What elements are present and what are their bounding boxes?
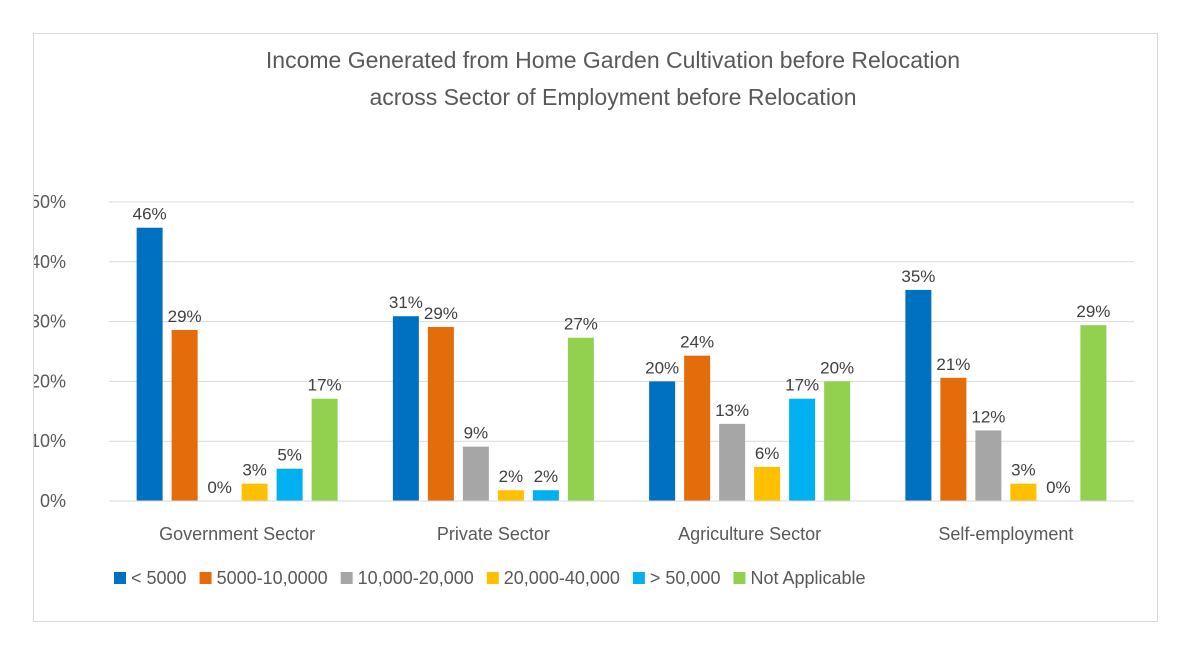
bar	[824, 381, 851, 501]
bar	[392, 316, 419, 501]
bar	[311, 398, 338, 501]
y-axis: 0% 10% 20% 30% 40% 50%	[34, 192, 66, 511]
y-tick-label: 0%	[40, 491, 66, 511]
data-label: 5%	[277, 446, 302, 465]
legend: < 5000 5000-10,0000 10,000-20,000 20,000-40…	[114, 568, 866, 588]
y-tick-label: 30%	[34, 312, 66, 332]
data-label: 21%	[936, 355, 970, 374]
legend-swatch	[486, 572, 499, 584]
bar	[171, 329, 198, 501]
bar	[1080, 325, 1107, 501]
legend-swatch	[733, 572, 746, 584]
bar	[427, 326, 454, 501]
data-label: 29%	[424, 304, 458, 323]
legend-label: 10,000-20,000	[358, 568, 474, 588]
data-label: 20%	[820, 358, 854, 377]
chart: Income Generated from Home Garden Cultiv…	[34, 47, 1134, 588]
legend-swatch	[114, 572, 126, 584]
data-label: 35%	[901, 267, 935, 286]
data-label: 12%	[971, 407, 1005, 426]
data-label: 0%	[1046, 478, 1071, 497]
bar	[136, 227, 163, 502]
legend-swatch	[199, 572, 212, 584]
y-tick-label: 10%	[34, 431, 66, 451]
bar	[567, 337, 594, 501]
x-category-label: Agriculture Sector	[678, 524, 821, 544]
x-category-label: Government Sector	[159, 524, 315, 544]
y-tick-label: 20%	[34, 371, 66, 391]
data-label: 20%	[645, 358, 679, 377]
data-label: 17%	[308, 376, 342, 395]
bar	[754, 466, 781, 501]
legend-swatch	[632, 572, 645, 584]
bar	[975, 430, 1002, 501]
chart-subtitle: across Sector of Employment before Reloc…	[369, 84, 856, 110]
data-label: 31%	[389, 293, 423, 312]
y-tick-label: 40%	[34, 252, 66, 272]
data-label: 29%	[1076, 302, 1110, 321]
data-label: 6%	[755, 444, 780, 463]
legend-label: 5000-10,0000	[217, 568, 328, 588]
x-axis: Government Sector Private Sector Agricultu…	[109, 500, 1134, 544]
data-label: 0%	[207, 478, 232, 497]
bar	[649, 381, 676, 501]
data-label: 3%	[242, 461, 267, 480]
legend-label: < 5000	[131, 568, 187, 588]
bar	[241, 483, 268, 501]
bar	[905, 289, 932, 501]
data-label: 3%	[1011, 461, 1036, 480]
bars	[136, 227, 1107, 502]
bar	[719, 423, 746, 501]
legend-label: 20,000-40,000	[504, 568, 620, 588]
data-labels: 46%29%0%3%5%17%31%29%9%2% 2%27%20%24%13%6…	[133, 205, 1111, 497]
data-label: 27%	[564, 315, 598, 334]
x-category-label: Self-employment	[938, 524, 1073, 544]
data-label: 9%	[464, 424, 489, 443]
bar	[276, 468, 303, 501]
bar	[1010, 483, 1037, 501]
data-label: 17%	[785, 376, 819, 395]
data-label: 24%	[680, 333, 714, 352]
legend-label: > 50,000	[650, 568, 721, 588]
legend-label: Not Applicable	[750, 568, 865, 588]
data-label: 2%	[534, 467, 559, 486]
bar	[497, 490, 524, 501]
y-tick-label: 50%	[34, 192, 66, 212]
bar	[684, 355, 711, 501]
chart-frame: Income Generated from Home Garden Cultiv…	[33, 33, 1158, 622]
x-category-label: Private Sector	[437, 524, 550, 544]
bar	[789, 398, 816, 501]
data-label: 29%	[168, 307, 202, 326]
bar	[940, 377, 967, 501]
legend-swatch	[340, 572, 353, 584]
chart-title: Income Generated from Home Garden Cultiv…	[266, 47, 960, 73]
bar	[532, 490, 559, 501]
bar	[462, 446, 489, 501]
data-label: 46%	[133, 205, 167, 224]
data-label: 13%	[715, 401, 749, 420]
data-label: 2%	[499, 467, 524, 486]
